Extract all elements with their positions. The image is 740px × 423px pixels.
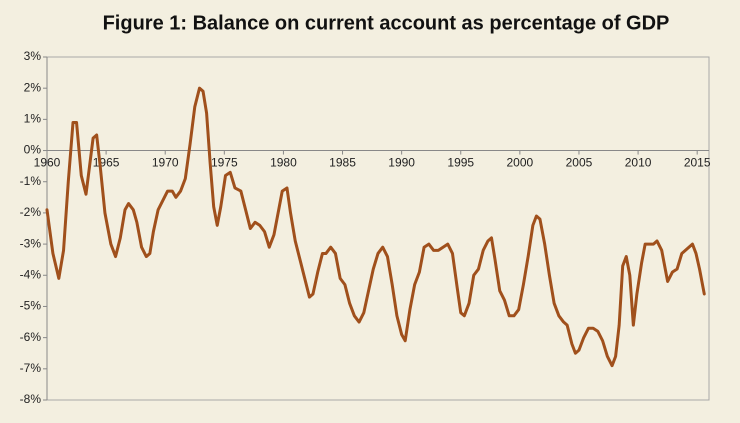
y-tick-label: -5% (20, 299, 42, 313)
data-line (45, 86, 706, 368)
x-tick-label: 1960 (34, 156, 61, 170)
x-tick-label: 1980 (270, 156, 297, 170)
y-tick-label: -3% (20, 236, 42, 250)
x-tick-label: 1990 (388, 156, 415, 170)
y-tick-label: -7% (20, 361, 42, 375)
x-tick-label: 1995 (447, 156, 474, 170)
y-tick-label: 3% (24, 49, 42, 63)
x-tick-label: 2000 (507, 156, 534, 170)
x-tick-label: 2005 (566, 156, 593, 170)
x-tick-label: 2015 (684, 156, 711, 170)
y-tick-label: 0% (24, 143, 42, 157)
x-tick-label: 1970 (152, 156, 179, 170)
y-tick-label: 2% (24, 80, 42, 94)
y-tick-label: -6% (20, 330, 42, 344)
y-tick-label: -4% (20, 267, 42, 281)
x-tick-label: 1985 (329, 156, 356, 170)
x-tick-label: 1975 (211, 156, 238, 170)
x-tick-label: 2010 (625, 156, 652, 170)
y-tick-label: -2% (20, 205, 42, 219)
plot-frame (46, 56, 710, 401)
y-tick-label: -8% (20, 392, 42, 406)
x-tick-label: 1965 (93, 156, 120, 170)
y-tick-label: 1% (24, 112, 42, 126)
chart-title: Figure 1: Balance on current account as … (103, 12, 670, 34)
y-tick-label: -1% (20, 174, 42, 188)
